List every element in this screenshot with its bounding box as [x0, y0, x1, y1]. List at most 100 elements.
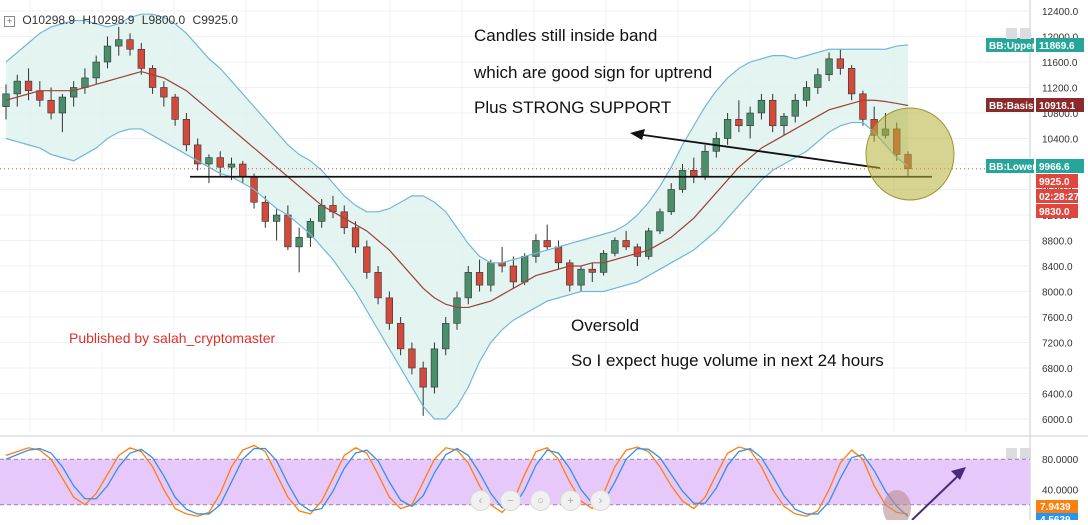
pane-button-icon [1006, 28, 1017, 39]
candle-body [374, 272, 382, 299]
candle-body [385, 297, 393, 324]
annotation-arrow [635, 133, 881, 169]
annotation-line-1: Candles still inside band [474, 26, 658, 45]
candle-body [272, 214, 281, 222]
reset-button[interactable]: ○ [530, 490, 551, 511]
arrow-head [630, 129, 645, 140]
price-tick-label: 8000.0 [1042, 288, 1073, 299]
annotation-oversold: Oversold [571, 316, 640, 335]
price-tick-label: 6400.0 [1042, 390, 1073, 401]
low-price-label-bg [1036, 204, 1078, 218]
stoch-k-label-bg [1036, 500, 1078, 513]
candle-body [611, 240, 619, 254]
candle-body [723, 119, 732, 139]
osc-tick-label: 80.0000 [1042, 455, 1079, 466]
candle-body [802, 87, 811, 101]
price-tick-label: 12400.0 [1042, 7, 1079, 18]
price-tick-label: 10800.0 [1042, 109, 1079, 120]
plus-box-icon[interactable]: + [4, 16, 15, 27]
candle-body [847, 68, 856, 95]
candle-body [442, 323, 450, 350]
last-price-label: 9925.0 [1039, 177, 1070, 188]
candle-body [137, 48, 145, 69]
bb-lower-label-name-bg [986, 159, 1034, 173]
candle-body [814, 74, 822, 88]
candle-body [746, 112, 754, 127]
scroll-right-button[interactable]: › [590, 490, 611, 511]
bb-basis-label-name-bg [986, 98, 1034, 112]
candle-body [656, 211, 664, 232]
price-tick-label: 8800.0 [1042, 237, 1073, 248]
candle-body [58, 96, 67, 114]
candle-body [791, 99, 799, 117]
candle-body [36, 90, 44, 101]
candle-body [487, 262, 495, 286]
scroll-left-button[interactable]: ‹ [470, 490, 491, 511]
candle-body [453, 297, 461, 324]
oscillator-arrow [911, 471, 963, 521]
bb-basis-label-value-bg [1036, 98, 1084, 112]
candle-body [859, 93, 867, 120]
stoch-d-value: 4.5639 [1040, 515, 1071, 520]
candle-body [295, 237, 303, 248]
candle-body [205, 157, 213, 165]
candle-body [577, 268, 585, 286]
price-tick-label: 10400.0 [1042, 135, 1079, 146]
candle-body [194, 144, 202, 165]
candle-body [160, 87, 168, 98]
bollinger-band-fill [6, 14, 908, 419]
candle-body [115, 39, 123, 47]
annotation-line-2: which are good sign for uptrend [474, 63, 713, 82]
pane-button-icon [1020, 28, 1031, 39]
pane-button-icon [1020, 448, 1031, 459]
candle-body [306, 221, 315, 238]
candle-body [667, 189, 675, 213]
candle-body [261, 201, 269, 222]
bb-basis-label-name: BB:Basis [989, 101, 1034, 112]
candle-body [351, 227, 360, 248]
stoch-d-line [5, 447, 909, 518]
candle-body [182, 119, 191, 146]
candle-body [836, 58, 844, 69]
ohlc-legend: + O10298.9 H10298.9 L9800.0 C9925.0 [4, 13, 242, 27]
candle-body [780, 115, 788, 127]
candle-body [464, 272, 472, 299]
candle-body [148, 68, 157, 88]
price-tick-label: 11600.0 [1042, 58, 1078, 69]
candle-body [13, 80, 21, 95]
candle-body [690, 170, 698, 178]
candle-body [284, 214, 292, 248]
candle-body [701, 150, 709, 178]
candle-body [622, 240, 630, 248]
close-value: C9925.0 [192, 13, 238, 27]
candle-body [509, 265, 518, 283]
candle-body [227, 163, 236, 168]
price-tick-label: 7600.0 [1042, 313, 1073, 324]
price-tick-label: 11200.0 [1042, 84, 1078, 95]
bb-lower-line [5, 121, 909, 420]
bb-upper-label-value: 11869.6 [1039, 41, 1075, 52]
candle-body [645, 230, 653, 257]
candle-body [430, 348, 439, 388]
stoch-k-line [5, 444, 909, 517]
candle-body [678, 170, 687, 190]
candle-body [408, 348, 416, 369]
zoom-in-button[interactable]: + [560, 490, 581, 511]
countdown-label-bg [1036, 189, 1078, 203]
zoom-out-button[interactable]: − [500, 490, 521, 511]
annotation-expect: So I expect huge volume in next 24 hours [571, 351, 884, 370]
highlight-ellipse [865, 107, 955, 201]
candle-body [70, 87, 78, 98]
price-tick-label: 6000.0 [1042, 415, 1073, 426]
annotation-line-3: Plus STRONG SUPPORT [474, 98, 672, 117]
candle-body [318, 205, 326, 222]
high-value: H10298.9 [82, 13, 135, 27]
candle-body [81, 77, 89, 88]
candle-body [543, 240, 551, 248]
low-price-label: 9830.0 [1039, 207, 1070, 218]
osc-tick-label: 40.0000 [1042, 486, 1079, 497]
open-value: O10298.9 [22, 13, 76, 27]
candle-body [566, 262, 574, 286]
candle-body [532, 240, 540, 257]
candle-body [825, 58, 833, 76]
